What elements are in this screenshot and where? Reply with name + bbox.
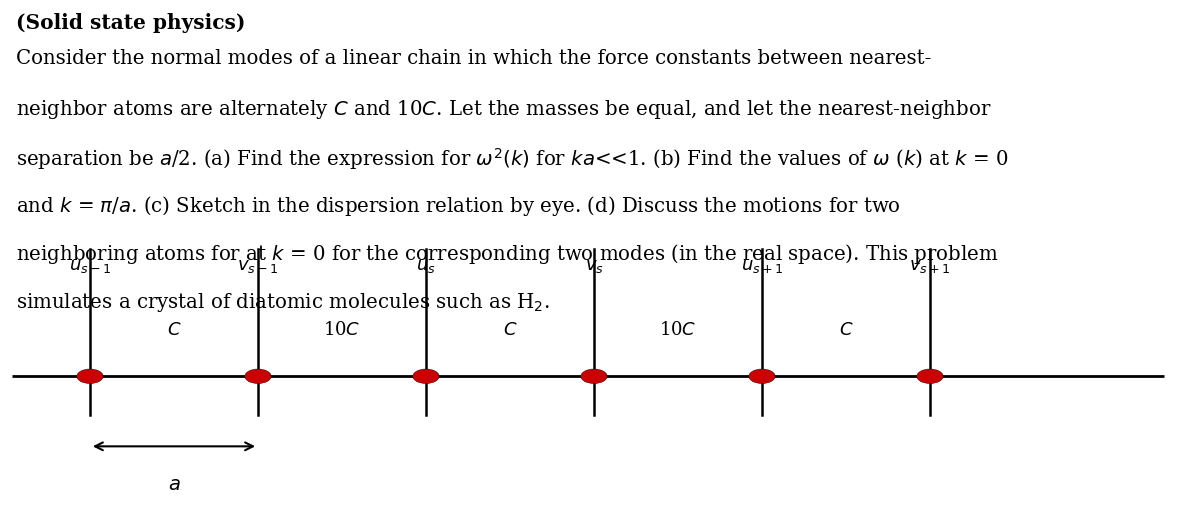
- Text: $v_{s-1}$: $v_{s-1}$: [238, 257, 278, 275]
- Ellipse shape: [245, 369, 271, 384]
- Text: and $k$ = $\pi$/$a$. (c) Sketch in the dispersion relation by eye. (d) Discuss t: and $k$ = $\pi$/$a$. (c) Sketch in the d…: [16, 194, 900, 218]
- Text: $u_s$: $u_s$: [416, 257, 436, 275]
- Text: simulates a crystal of diatomic molecules such as H$_2$.: simulates a crystal of diatomic molecule…: [16, 291, 550, 313]
- Text: neighbor atoms are alternately $C$ and 10$C$. Let the masses be equal, and let t: neighbor atoms are alternately $C$ and 1…: [16, 98, 991, 120]
- Ellipse shape: [413, 369, 439, 384]
- Text: separation be $a$/2. (a) Find the expression for $\omega^2(k)$ for $ka$<<1. (b) : separation be $a$/2. (a) Find the expres…: [16, 146, 1008, 172]
- Text: neighboring atoms for at $k$ = 0 for the corresponding two modes (in the real sp: neighboring atoms for at $k$ = 0 for the…: [16, 242, 998, 266]
- Text: 10$C$: 10$C$: [323, 321, 361, 338]
- Text: $a$: $a$: [168, 476, 180, 494]
- Ellipse shape: [749, 369, 775, 384]
- Text: 10$C$: 10$C$: [659, 321, 697, 338]
- Text: (Solid state physics): (Solid state physics): [16, 13, 245, 33]
- Text: $v_s$: $v_s$: [584, 257, 604, 275]
- Text: $u_{s-1}$: $u_{s-1}$: [68, 257, 112, 275]
- Text: $C$: $C$: [503, 321, 517, 338]
- Text: $v_{s+1}$: $v_{s+1}$: [910, 257, 950, 275]
- Ellipse shape: [77, 369, 103, 384]
- Text: $C$: $C$: [839, 321, 853, 338]
- Ellipse shape: [917, 369, 943, 384]
- Text: $C$: $C$: [167, 321, 181, 338]
- Text: Consider the normal modes of a linear chain in which the force constants between: Consider the normal modes of a linear ch…: [16, 49, 931, 69]
- Ellipse shape: [581, 369, 607, 384]
- Text: $u_{s+1}$: $u_{s+1}$: [740, 257, 784, 275]
